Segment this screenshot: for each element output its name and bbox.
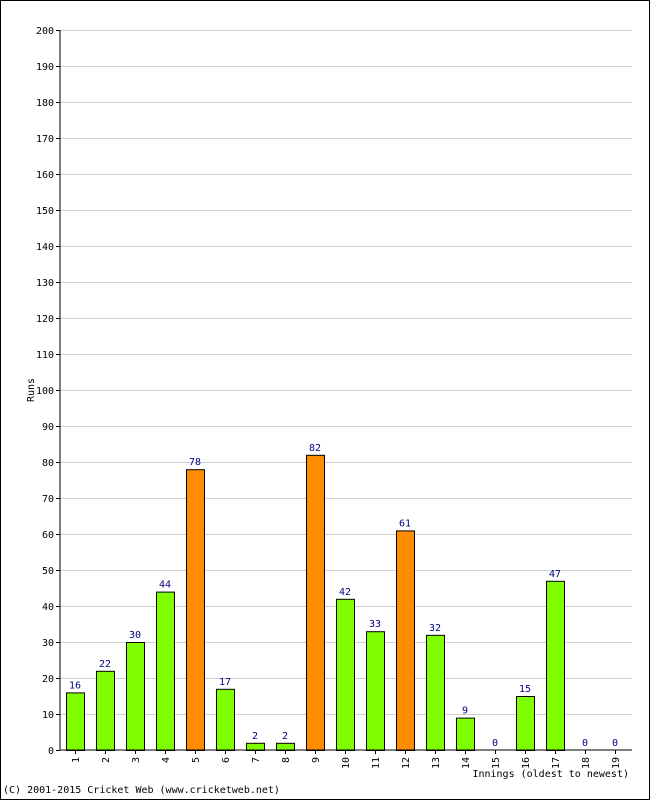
bars [66,454,565,752]
y-tick-label: 200 [36,26,54,37]
value-label: 32 [429,623,441,634]
value-label: 47 [549,569,561,580]
y-tick-label: 50 [42,566,54,577]
x-tick-label: 3 [131,757,142,763]
bar [156,591,175,751]
value-label: 17 [219,677,231,688]
value-label: 0 [612,738,618,749]
bar [516,696,535,751]
bar [246,742,265,751]
y-tick-label: 0 [48,746,54,757]
y-tick-label: 190 [36,62,54,73]
y-tick-label: 150 [36,206,54,217]
x-tick-label: 7 [251,757,262,763]
y-tick-label: 80 [42,458,54,469]
value-label: 15 [519,684,531,695]
x-tick-label: 2 [101,757,112,763]
y-axis-ticks: 0 10 20 30 40 50 60 70 80 90 100 110 120 130 140 150 160… [36,26,60,757]
value-label: 2 [282,731,288,742]
bar [426,634,445,751]
y-tick-label: 170 [36,134,54,145]
x-tick-label: 1 [71,757,82,763]
value-label: 44 [159,580,171,591]
bar [216,688,235,751]
y-tick-label: 140 [36,242,54,253]
bar [66,692,85,752]
x-tick-label: 14 [461,757,472,769]
bar [306,454,325,751]
x-tick-label: 16 [521,757,532,769]
value-label: 22 [99,659,111,670]
value-label: 0 [492,738,498,749]
x-tick-label: 4 [161,757,172,763]
copyright-footer: (C) 2001-2015 Cricket Web (www.cricketwe… [3,785,280,796]
x-tick-label: 18 [581,757,592,769]
x-tick-label: 17 [551,757,562,769]
y-tick-label: 20 [42,674,54,685]
x-tick-label: 11 [371,757,382,769]
gridlines [60,30,632,715]
y-tick-label: 110 [36,350,54,361]
x-tick-label: 12 [401,757,412,769]
bar [456,717,475,751]
value-label: 61 [399,518,411,529]
y-tick-label: 70 [42,494,54,505]
bar [396,530,415,752]
x-tick-label: 5 [191,757,202,763]
value-label: 30 [129,630,141,641]
value-label: 42 [339,587,351,598]
bar [546,580,565,751]
y-tick-label: 10 [42,710,54,721]
x-tick-label: 8 [281,757,292,763]
value-label: 16 [69,680,81,691]
bar [96,670,115,751]
y-tick-label: 90 [42,422,54,433]
value-label: 78 [189,457,201,468]
value-label: 9 [462,706,468,717]
y-tick-label: 130 [36,278,54,289]
y-tick-label: 180 [36,98,54,109]
y-axis-title: Runs [26,378,37,402]
y-tick-label: 60 [42,530,54,541]
bar [126,642,145,751]
y-tick-label: 160 [36,170,54,181]
x-tick-label: 19 [611,757,622,769]
bar [366,631,385,752]
y-tick-label: 40 [42,602,54,613]
x-axis-ticks: 1 2 3 4 5 6 7 8 9 10 11 12 13 14 15 16 17 18 19 [71,750,622,769]
value-label: 0 [582,738,588,749]
y-tick-label: 30 [42,638,54,649]
y-tick-label: 120 [36,314,54,325]
value-label: 33 [369,619,381,630]
x-tick-label: 9 [311,757,322,763]
x-axis-title: Innings (oldest to newest) [472,769,629,780]
x-tick-label: 15 [491,757,502,769]
x-tick-label: 13 [431,757,442,769]
x-tick-label: 10 [341,757,352,769]
x-tick-label: 6 [221,757,232,763]
bar [186,469,205,751]
value-label: 82 [309,443,321,454]
y-tick-label: 100 [36,386,54,397]
bar [276,742,295,751]
value-label: 2 [252,731,258,742]
bar [336,598,355,751]
